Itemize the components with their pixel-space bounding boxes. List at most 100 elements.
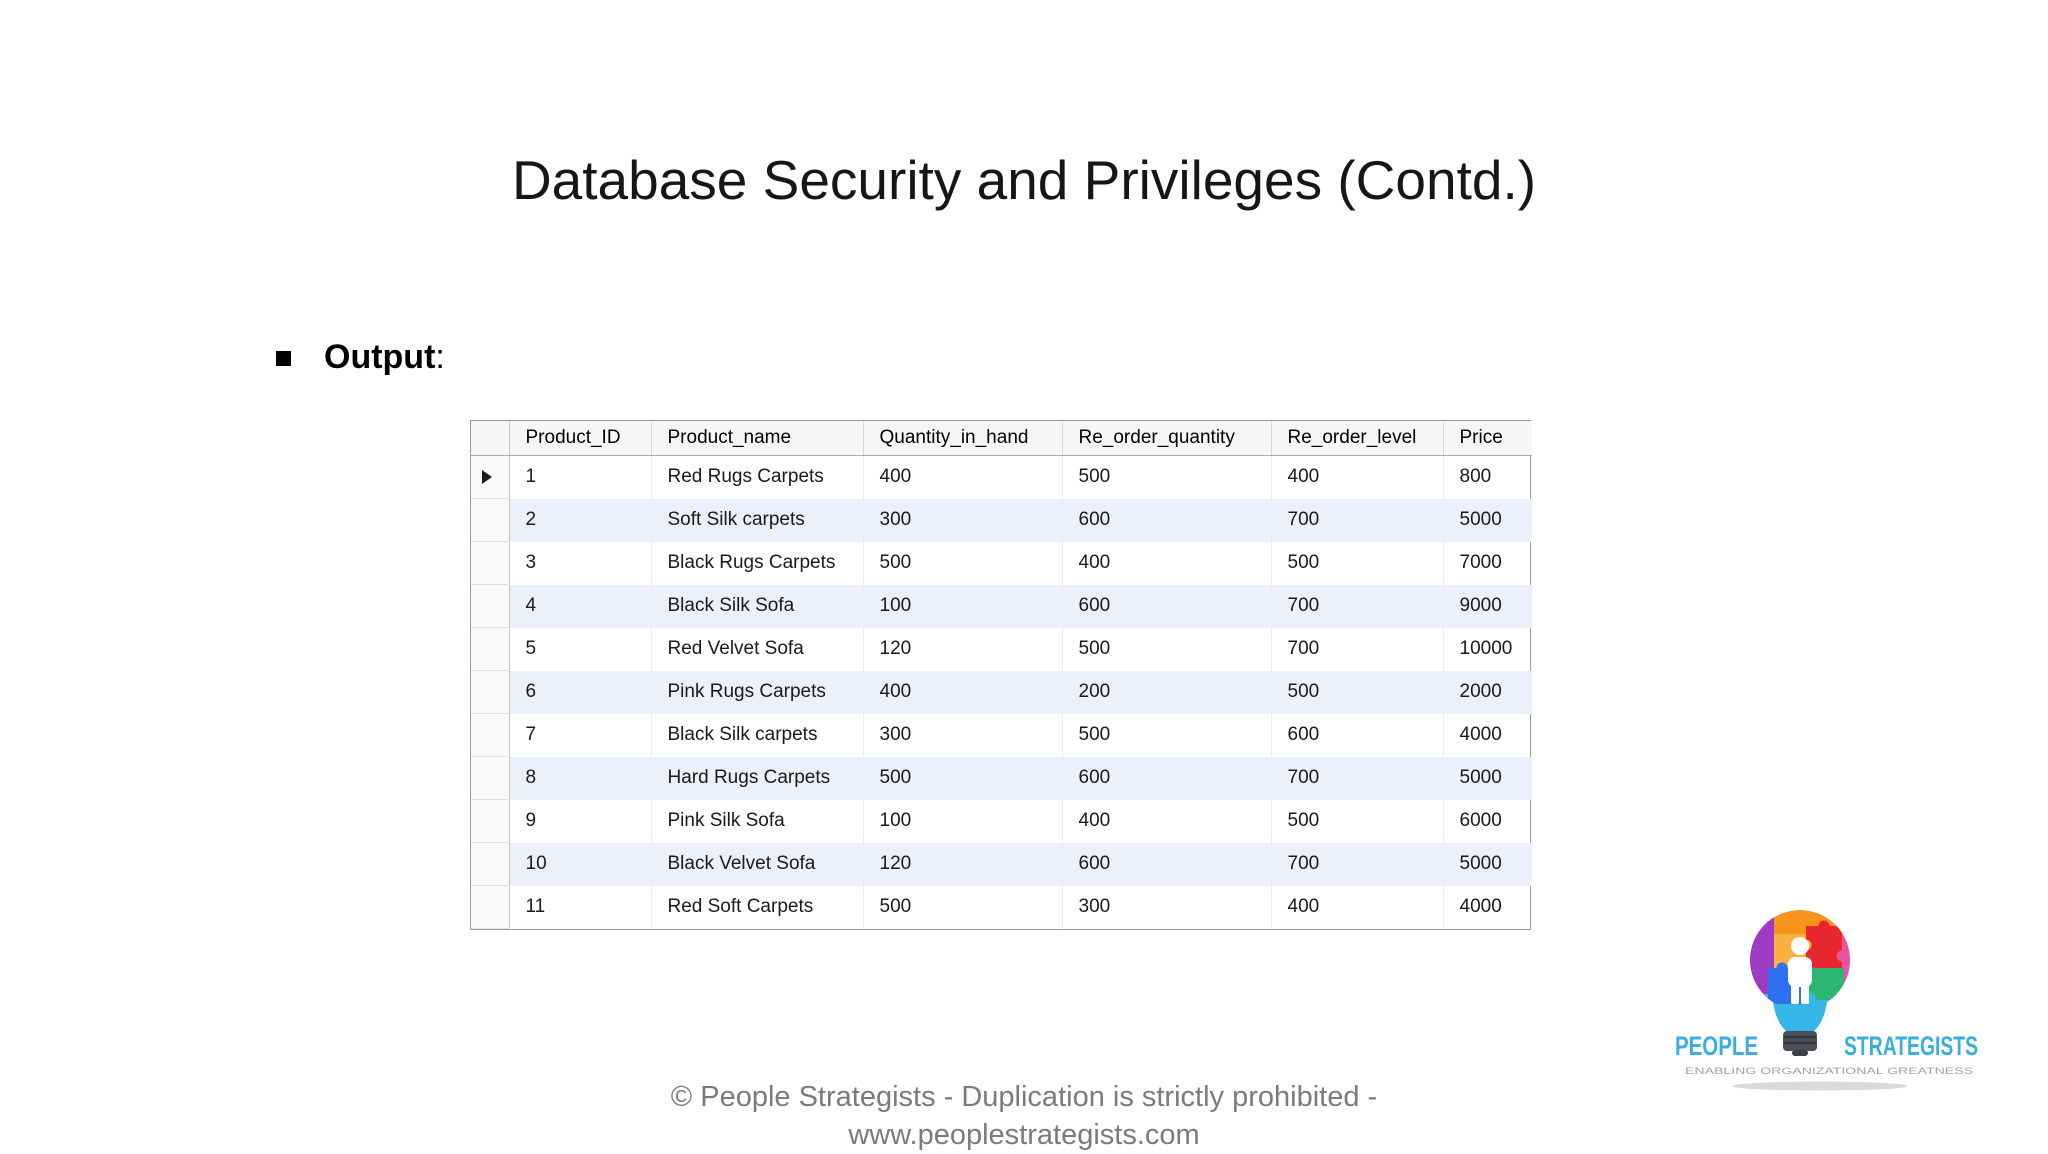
grid-cell: Hard Rugs Carpets bbox=[651, 756, 864, 800]
row-selector-cell bbox=[471, 627, 510, 671]
brand-name-strategists: STRATEGISTS bbox=[1844, 1031, 1978, 1061]
row-selector-cell bbox=[471, 799, 510, 843]
column-header: Price bbox=[1443, 421, 1532, 456]
grid-cell: 120 bbox=[863, 842, 1063, 886]
table-row: 7 Black Silk carpets 300 500 600 4000 bbox=[471, 713, 1532, 757]
bullet-line: Output: bbox=[276, 338, 445, 377]
table-row: 11 Red Soft Carpets 500 300 400 4000 bbox=[471, 885, 1532, 929]
grid-cell: 500 bbox=[1062, 713, 1272, 757]
grid-cell: 9 bbox=[509, 799, 652, 843]
grid-cell: 4 bbox=[509, 584, 652, 628]
slide-title: Database Security and Privileges (Contd.… bbox=[511, 149, 1537, 211]
column-header: Re_order_quantity bbox=[1062, 421, 1272, 456]
table-row: 1 Red Rugs Carpets 400 500 400 800 bbox=[471, 455, 1532, 499]
grid-cell: 6000 bbox=[1459, 810, 1502, 831]
bullet-icon bbox=[276, 351, 291, 366]
grid-cell: 400 bbox=[863, 670, 1063, 714]
grid-cell: Black Velvet Sofa bbox=[651, 842, 864, 886]
grid-cell: 700 bbox=[1271, 584, 1444, 628]
results-grid: Product_ID Product_name Quantity_in_hand Re… bbox=[470, 420, 1532, 930]
grid-cell: 500 bbox=[863, 541, 1063, 585]
grid-cell: Soft Silk carpets bbox=[651, 498, 864, 542]
slide-footer: © People Strategists - Duplication is st… bbox=[0, 1078, 2048, 1154]
row-selector-cell bbox=[471, 842, 510, 886]
grid-cell: 7000 bbox=[1459, 552, 1502, 573]
grid-cell: 6 bbox=[509, 670, 652, 714]
table-row: 9 Pink Silk Sofa 100 400 500 6000 bbox=[471, 799, 1532, 843]
row-selector-cell bbox=[471, 455, 510, 499]
grid-cell: 700 bbox=[1271, 756, 1444, 800]
grid-cell: 3 bbox=[509, 541, 652, 585]
grid-cell: 400 bbox=[1271, 885, 1444, 929]
grid-cell: 600 bbox=[1062, 842, 1272, 886]
grid-cell: Pink Rugs Carpets bbox=[651, 670, 864, 714]
table-row: 5 Red Velvet Sofa 120 500 700 10000 bbox=[471, 627, 1532, 671]
table-row: 2 Soft Silk carpets 300 600 700 5000 bbox=[471, 498, 1532, 542]
grid-cell: 500 bbox=[1062, 455, 1272, 499]
grid-cell: 10 bbox=[509, 842, 652, 886]
grid-cell: Black Silk carpets bbox=[651, 713, 864, 757]
grid-cell: 500 bbox=[863, 885, 1063, 929]
logo-graphic: PEOPLE STRATEGISTS ENABLING ORGANIZATION… bbox=[1675, 910, 1978, 1091]
grid-cell: 500 bbox=[1271, 670, 1444, 714]
grid-cell: 500 bbox=[1271, 799, 1444, 843]
grid-cell: 700 bbox=[1271, 498, 1444, 542]
column-header: Product_name bbox=[651, 421, 864, 456]
grid-cell: Black Silk Sofa bbox=[651, 584, 864, 628]
grid-cell: 2000 bbox=[1443, 670, 1532, 714]
grid-cell: 5000 bbox=[1443, 842, 1532, 886]
grid-cell: 9000 bbox=[1443, 584, 1532, 628]
grid-cell: 5000 bbox=[1443, 498, 1532, 542]
grid-cell: 4000 bbox=[1459, 724, 1502, 745]
grid-cell: 200 bbox=[1062, 670, 1272, 714]
bulb-base bbox=[1783, 1031, 1817, 1056]
grid-cell: 5 bbox=[509, 627, 652, 671]
column-header: Re_order_level bbox=[1271, 421, 1444, 456]
grid-cell: 600 bbox=[1062, 584, 1272, 628]
grid-cell: 700 bbox=[1271, 627, 1444, 671]
row-selector-cell bbox=[471, 584, 510, 628]
row-selector-cell bbox=[471, 670, 510, 714]
row-selector-cell bbox=[471, 541, 510, 585]
footer-line-2: www.peoplestrategists.com bbox=[848, 1119, 1200, 1151]
grid-cell: 600 bbox=[1062, 756, 1272, 800]
grid-cell: 11 bbox=[509, 885, 652, 929]
grid-cell: 500 bbox=[1271, 541, 1444, 585]
row-selector-cell bbox=[471, 885, 510, 929]
current-row-arrow-icon bbox=[482, 470, 492, 484]
column-header: Product_ID bbox=[509, 421, 652, 456]
grid-cell: 120 bbox=[863, 627, 1063, 671]
grid-cell: 2 bbox=[509, 498, 652, 542]
grid-cell: 4000 bbox=[1459, 896, 1502, 917]
table-row: 8 Hard Rugs Carpets 500 600 700 5000 bbox=[471, 756, 1532, 800]
grid-cell: 100 bbox=[863, 584, 1063, 628]
brand-tagline: ENABLING ORGANIZATIONAL GREATNESS bbox=[1685, 1066, 1973, 1077]
grid-cell: 300 bbox=[863, 713, 1063, 757]
grid-body: 1 Red Rugs Carpets 400 500 400 800 2 Soft Silk … bbox=[471, 455, 1532, 929]
output-label-text: Output bbox=[324, 338, 436, 376]
row-selector-cell bbox=[471, 713, 510, 757]
person-icon bbox=[1788, 937, 1812, 1004]
grid-cell: Red Rugs Carpets bbox=[651, 455, 864, 499]
table-row: 10 Black Velvet Sofa 120 600 700 5000 bbox=[471, 842, 1532, 886]
people-strategists-logo: PEOPLE STRATEGISTS ENABLING ORGANIZATION… bbox=[1660, 898, 2000, 1093]
grid-cell: 8 bbox=[509, 756, 652, 800]
grid-cell: 800 bbox=[1459, 466, 1492, 488]
grid-header-row: Product_ID Product_name Quantity_in_hand Re… bbox=[471, 421, 1532, 456]
grid-cell: Red Soft Carpets bbox=[651, 885, 864, 929]
grid-cell: 600 bbox=[1062, 498, 1272, 542]
grid-cell: Black Rugs Carpets bbox=[651, 541, 864, 585]
grid-cell: 500 bbox=[863, 756, 1063, 800]
table-row: 4 Black Silk Sofa 100 600 700 9000 bbox=[471, 584, 1532, 628]
grid-cell: 300 bbox=[1062, 885, 1272, 929]
logo-shadow bbox=[1732, 1081, 1908, 1091]
puzzle-bulb-icon bbox=[1750, 910, 1850, 1010]
row-selector-header bbox=[471, 421, 510, 456]
footer-line-1: © People Strategists - Duplication is st… bbox=[670, 1081, 1378, 1113]
grid-cell: 400 bbox=[1271, 455, 1444, 499]
grid-cell: 700 bbox=[1271, 842, 1444, 886]
grid-cell: 300 bbox=[863, 498, 1063, 542]
row-selector-cell bbox=[471, 756, 510, 800]
table-row: 6 Pink Rugs Carpets 400 200 500 2000 bbox=[471, 670, 1532, 714]
